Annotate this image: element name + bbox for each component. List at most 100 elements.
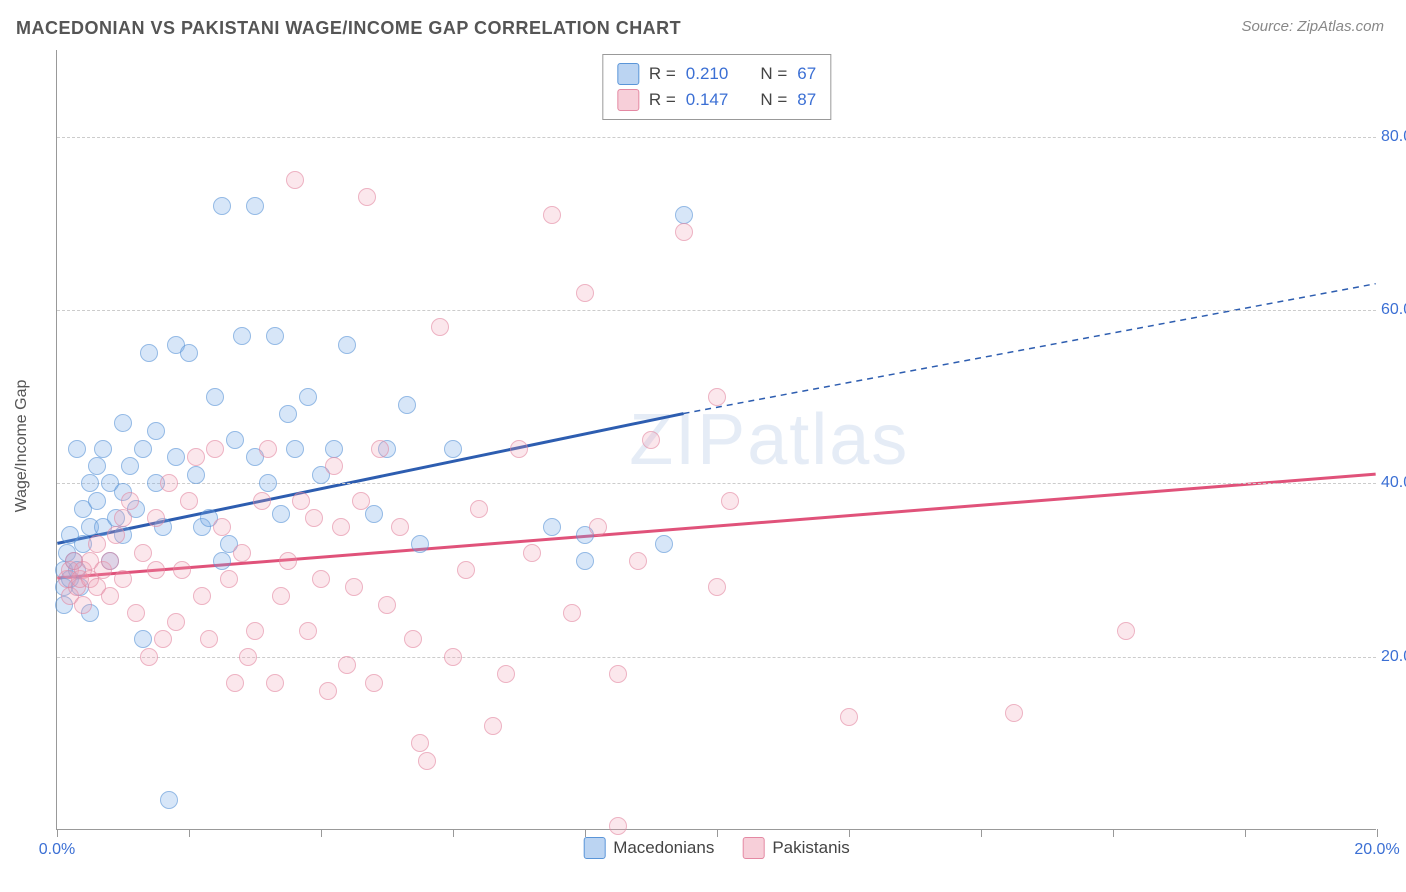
data-point — [840, 708, 858, 726]
data-point — [279, 405, 297, 423]
data-point — [312, 570, 330, 588]
data-point — [114, 570, 132, 588]
legend-swatch — [617, 89, 639, 111]
data-point — [609, 817, 627, 835]
data-point — [206, 440, 224, 458]
data-point — [121, 492, 139, 510]
legend-swatch — [583, 837, 605, 859]
data-point — [563, 604, 581, 622]
data-point — [266, 674, 284, 692]
data-point — [134, 440, 152, 458]
y-tick-label: 20.0% — [1381, 648, 1406, 666]
data-point — [325, 457, 343, 475]
y-axis-label: Wage/Income Gap — [13, 380, 31, 513]
x-tick — [849, 829, 850, 837]
r-value: 0.210 — [686, 64, 729, 84]
data-point — [338, 656, 356, 674]
data-point — [279, 552, 297, 570]
data-point — [233, 327, 251, 345]
data-point — [292, 492, 310, 510]
y-tick-label: 80.0% — [1381, 128, 1406, 146]
x-tick — [189, 829, 190, 837]
r-label: R = — [649, 90, 676, 110]
data-point — [233, 544, 251, 562]
legend-stat-row: R =0.210N =67 — [617, 61, 816, 87]
data-point — [134, 630, 152, 648]
r-label: R = — [649, 64, 676, 84]
data-point — [213, 197, 231, 215]
data-point — [74, 596, 92, 614]
data-point — [543, 518, 561, 536]
x-tick — [57, 829, 58, 837]
data-point — [213, 552, 231, 570]
data-point — [576, 552, 594, 570]
gridline — [57, 483, 1376, 484]
data-point — [378, 596, 396, 614]
legend-item: Macedonians — [583, 837, 714, 859]
data-point — [213, 518, 231, 536]
data-point — [147, 509, 165, 527]
data-point — [101, 587, 119, 605]
data-point — [140, 344, 158, 362]
x-tick — [1377, 829, 1378, 837]
x-tick — [981, 829, 982, 837]
data-point — [147, 561, 165, 579]
x-tick — [321, 829, 322, 837]
gridline — [57, 137, 1376, 138]
data-point — [239, 648, 257, 666]
legend-label: Pakistanis — [772, 838, 849, 858]
chart-title: MACEDONIAN VS PAKISTANI WAGE/INCOME GAP … — [16, 18, 681, 39]
data-point — [81, 474, 99, 492]
data-point — [411, 535, 429, 553]
data-point — [470, 500, 488, 518]
data-point — [154, 630, 172, 648]
data-point — [332, 518, 350, 536]
y-tick-label: 60.0% — [1381, 301, 1406, 319]
data-point — [411, 734, 429, 752]
data-point — [457, 561, 475, 579]
x-tick — [1113, 829, 1114, 837]
data-point — [655, 535, 673, 553]
data-point — [708, 578, 726, 596]
data-point — [253, 492, 271, 510]
data-point — [193, 587, 211, 605]
n-value: 67 — [797, 64, 816, 84]
legend-label: Macedonians — [613, 838, 714, 858]
data-point — [609, 665, 627, 683]
data-point — [259, 440, 277, 458]
data-point — [286, 440, 304, 458]
data-point — [114, 414, 132, 432]
data-point — [1117, 622, 1135, 640]
data-point — [444, 648, 462, 666]
r-value: 0.147 — [686, 90, 729, 110]
legend-stat-row: R =0.147N =87 — [617, 87, 816, 113]
data-point — [629, 552, 647, 570]
data-point — [226, 431, 244, 449]
data-point — [167, 448, 185, 466]
source-label: Source: ZipAtlas.com — [1241, 18, 1384, 35]
data-point — [319, 682, 337, 700]
data-point — [325, 440, 343, 458]
plot-area: ZIPatlas R =0.210N =67R =0.147N =87 Mace… — [56, 50, 1376, 830]
x-tick — [585, 829, 586, 837]
data-point — [345, 578, 363, 596]
data-point — [721, 492, 739, 510]
data-point — [94, 440, 112, 458]
n-label: N = — [760, 90, 787, 110]
data-point — [173, 561, 191, 579]
data-point — [180, 344, 198, 362]
data-point — [371, 440, 389, 458]
data-point — [642, 431, 660, 449]
data-point — [114, 509, 132, 527]
data-point — [272, 587, 290, 605]
data-point — [206, 388, 224, 406]
legend-swatch — [617, 63, 639, 85]
legend-series: Macedonians Pakistanis — [583, 837, 850, 859]
data-point — [675, 223, 693, 241]
trendlines-svg — [57, 50, 1376, 829]
x-tick-label: 0.0% — [39, 841, 75, 859]
data-point — [484, 717, 502, 735]
data-point — [365, 674, 383, 692]
data-point — [180, 492, 198, 510]
data-point — [226, 674, 244, 692]
